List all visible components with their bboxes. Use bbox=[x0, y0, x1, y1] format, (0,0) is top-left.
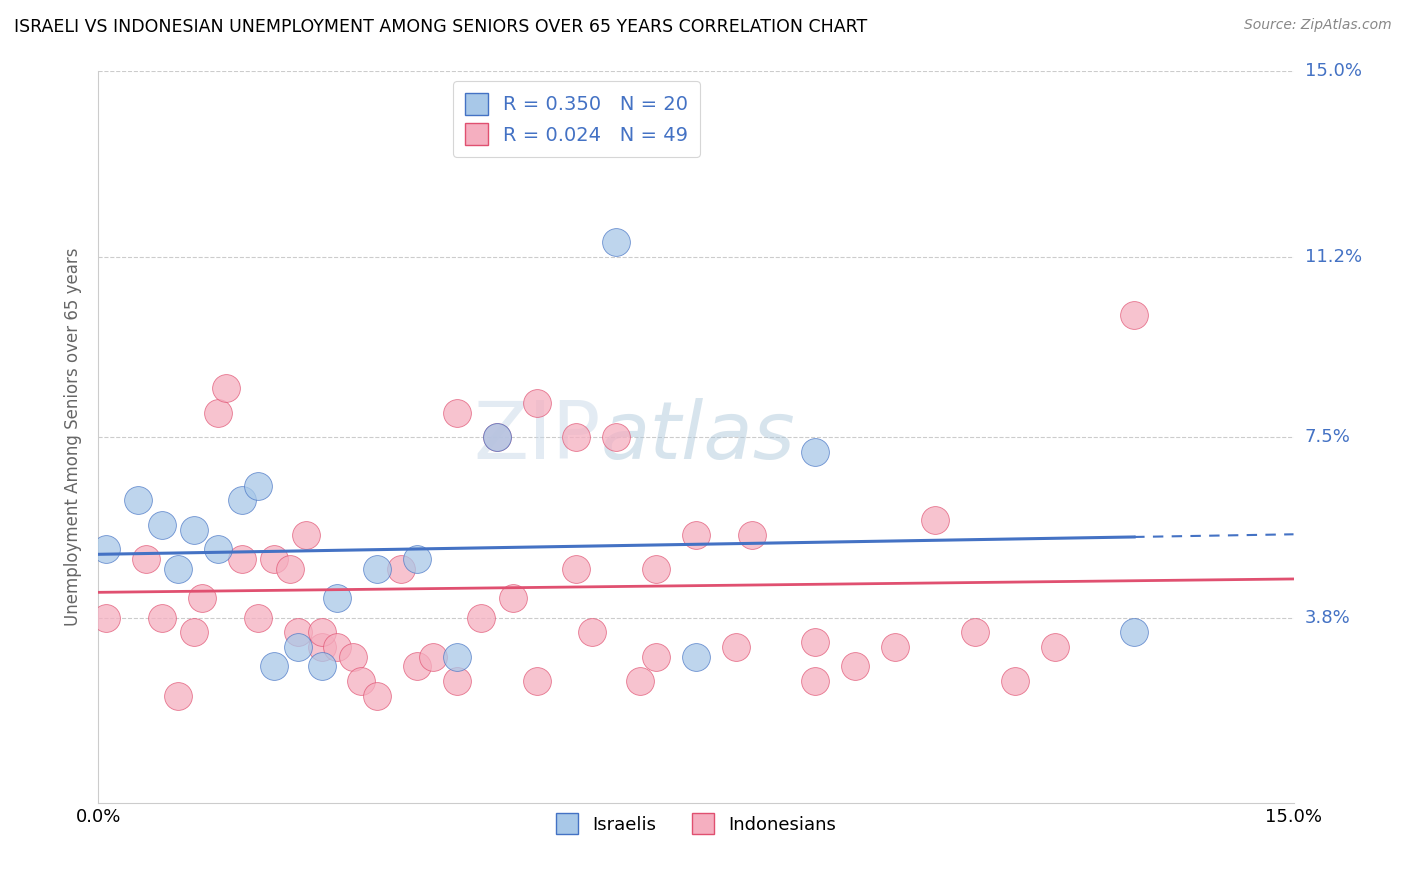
Point bbox=[366, 689, 388, 703]
Point bbox=[1004, 673, 1026, 688]
Point bbox=[1043, 640, 1066, 654]
Point bbox=[581, 625, 603, 640]
Point bbox=[215, 381, 238, 395]
Point bbox=[150, 517, 173, 532]
Point bbox=[406, 552, 429, 566]
Point bbox=[804, 673, 827, 688]
Point bbox=[366, 562, 388, 576]
Point bbox=[804, 635, 827, 649]
Point bbox=[207, 542, 229, 557]
Point bbox=[685, 649, 707, 664]
Point bbox=[406, 659, 429, 673]
Point bbox=[446, 406, 468, 420]
Point bbox=[263, 552, 285, 566]
Point bbox=[741, 527, 763, 541]
Point bbox=[207, 406, 229, 420]
Point bbox=[389, 562, 412, 576]
Point bbox=[350, 673, 373, 688]
Text: Source: ZipAtlas.com: Source: ZipAtlas.com bbox=[1244, 18, 1392, 32]
Point bbox=[311, 659, 333, 673]
Point bbox=[446, 673, 468, 688]
Point bbox=[724, 640, 747, 654]
Point bbox=[685, 527, 707, 541]
Point bbox=[263, 659, 285, 673]
Point bbox=[311, 625, 333, 640]
Point bbox=[502, 591, 524, 605]
Point bbox=[96, 610, 118, 624]
Point bbox=[963, 625, 986, 640]
Point bbox=[485, 430, 508, 444]
Text: 3.8%: 3.8% bbox=[1305, 608, 1350, 626]
Point bbox=[924, 513, 946, 527]
Point bbox=[287, 625, 309, 640]
Point bbox=[1123, 308, 1146, 322]
Point bbox=[135, 552, 157, 566]
Point bbox=[294, 527, 316, 541]
Point bbox=[246, 479, 269, 493]
Point bbox=[485, 430, 508, 444]
Text: 15.0%: 15.0% bbox=[1305, 62, 1361, 80]
Point bbox=[470, 610, 492, 624]
Point bbox=[628, 673, 651, 688]
Point bbox=[645, 562, 668, 576]
Point bbox=[804, 444, 827, 458]
Text: 7.5%: 7.5% bbox=[1305, 428, 1351, 446]
Text: ZIP: ZIP bbox=[472, 398, 600, 476]
Legend: Israelis, Indonesians: Israelis, Indonesians bbox=[546, 803, 846, 845]
Point bbox=[884, 640, 907, 654]
Point bbox=[167, 562, 190, 576]
Point bbox=[231, 493, 253, 508]
Y-axis label: Unemployment Among Seniors over 65 years: Unemployment Among Seniors over 65 years bbox=[65, 248, 83, 626]
Text: ISRAELI VS INDONESIAN UNEMPLOYMENT AMONG SENIORS OVER 65 YEARS CORRELATION CHART: ISRAELI VS INDONESIAN UNEMPLOYMENT AMONG… bbox=[14, 18, 868, 36]
Point bbox=[422, 649, 444, 664]
Point bbox=[246, 610, 269, 624]
Point bbox=[191, 591, 214, 605]
Point bbox=[1123, 625, 1146, 640]
Point bbox=[565, 430, 588, 444]
Point bbox=[446, 649, 468, 664]
Point bbox=[605, 235, 627, 249]
Point bbox=[96, 542, 118, 557]
Point bbox=[127, 493, 149, 508]
Point bbox=[311, 640, 333, 654]
Point bbox=[167, 689, 190, 703]
Point bbox=[287, 640, 309, 654]
Text: 11.2%: 11.2% bbox=[1305, 248, 1362, 266]
Point bbox=[605, 430, 627, 444]
Point bbox=[326, 591, 349, 605]
Point bbox=[844, 659, 866, 673]
Point bbox=[183, 523, 205, 537]
Point bbox=[565, 562, 588, 576]
Point bbox=[183, 625, 205, 640]
Point bbox=[526, 673, 548, 688]
Point bbox=[342, 649, 364, 664]
Point bbox=[326, 640, 349, 654]
Point bbox=[231, 552, 253, 566]
Point bbox=[645, 649, 668, 664]
Text: atlas: atlas bbox=[600, 398, 796, 476]
Point bbox=[150, 610, 173, 624]
Point bbox=[526, 396, 548, 410]
Point bbox=[278, 562, 301, 576]
